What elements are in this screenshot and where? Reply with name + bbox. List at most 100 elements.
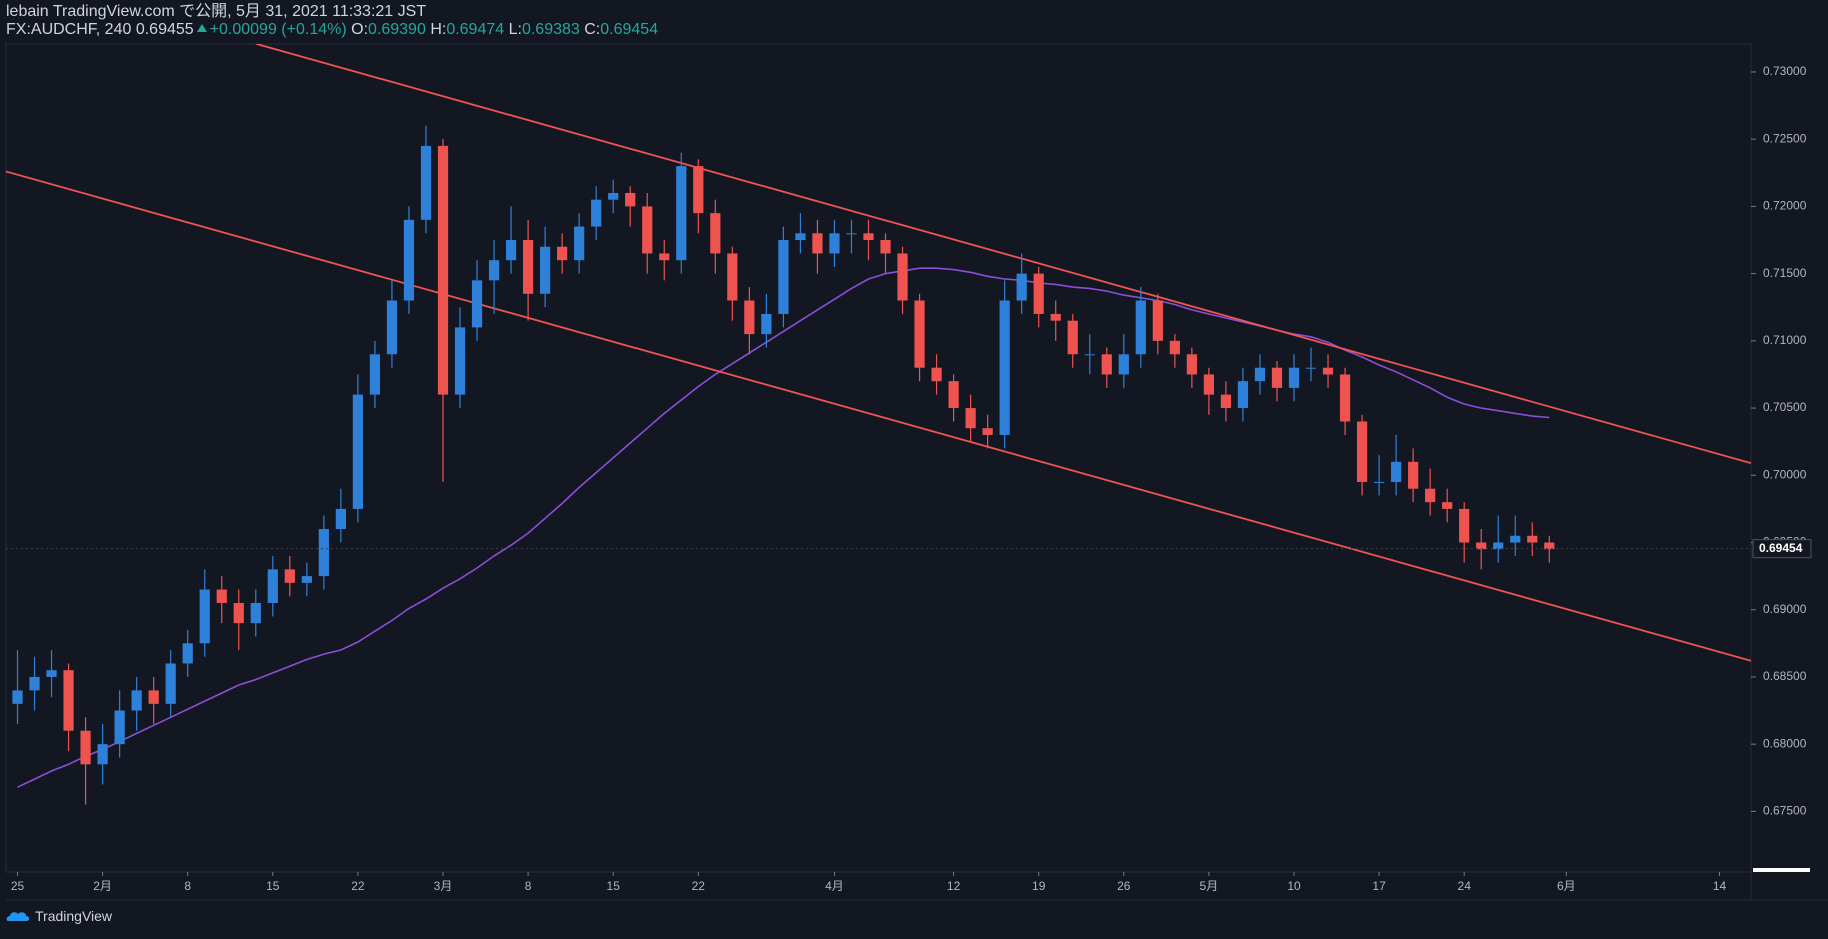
- logo-icon: [6, 912, 30, 921]
- candle-body: [12, 690, 23, 704]
- candle-body: [1288, 367, 1300, 388]
- x-tick-label: 24: [1458, 879, 1472, 893]
- candle-body: [1203, 374, 1215, 395]
- candle-body: [744, 300, 755, 335]
- candle-body: [931, 367, 942, 382]
- candle-body: [488, 260, 500, 281]
- candle-body: [437, 145, 449, 395]
- candle-body: [199, 589, 210, 644]
- candle-body: [1510, 535, 1521, 543]
- footer: TradingView: [6, 908, 112, 924]
- candle-body: [284, 569, 295, 583]
- candle-body: [1237, 381, 1249, 409]
- candle-body: [80, 730, 91, 765]
- candle-body: [795, 233, 806, 241]
- candle-body: [1220, 394, 1232, 409]
- candle-body: [165, 663, 176, 704]
- x-tick-label: 15: [607, 879, 621, 893]
- candle-body: [131, 690, 142, 711]
- x-tick-label: 4月: [825, 879, 844, 893]
- x-tick-label: 10: [1287, 879, 1301, 893]
- candle-body: [1135, 300, 1146, 355]
- candle-body: [1152, 300, 1163, 341]
- candle-body: [1271, 367, 1283, 388]
- ohlc-label: O:: [351, 21, 369, 38]
- candle-body: [642, 206, 653, 254]
- candle-body: [1527, 535, 1538, 543]
- candle-body: [1356, 421, 1368, 482]
- ohlc-value: 0.69383: [521, 21, 580, 38]
- candle-body: [505, 240, 517, 261]
- candle-body: [846, 233, 857, 235]
- candle-body: [608, 192, 619, 200]
- candle-body: [216, 589, 227, 603]
- candle-body: [1169, 340, 1180, 355]
- last-price: 0.69455: [135, 21, 194, 38]
- candle-body: [250, 602, 261, 624]
- candle-body: [114, 710, 125, 745]
- x-tick-label: 15: [266, 879, 280, 893]
- candle-body: [1476, 542, 1487, 550]
- y-tick-label: 0.72500: [1763, 131, 1807, 145]
- up-arrow: [196, 24, 207, 32]
- candle-body: [863, 233, 874, 241]
- ohlc-label: L:: [508, 21, 522, 38]
- x-tick-label: 14: [1713, 879, 1727, 893]
- candle-body: [965, 408, 976, 429]
- x-tick-label: 17: [1372, 879, 1386, 893]
- candle-body: [1459, 508, 1470, 543]
- candle-body: [1254, 367, 1266, 382]
- candle-body: [1016, 273, 1027, 301]
- ohlc-label: H:: [430, 21, 447, 38]
- candle-body: [982, 428, 993, 435]
- y-tick-label: 0.68500: [1763, 669, 1807, 683]
- candle-body: [557, 246, 568, 261]
- candle-body: [46, 670, 57, 677]
- candle-body: [1425, 488, 1436, 503]
- candle-body: [29, 676, 40, 691]
- candle-body: [1493, 542, 1504, 550]
- candle-body: [540, 246, 551, 294]
- y-tick-label: 0.71000: [1763, 333, 1807, 347]
- candle-body: [1408, 461, 1419, 489]
- brand: TradingView: [35, 908, 113, 924]
- candle-body: [914, 300, 925, 368]
- candle-body: [897, 253, 908, 301]
- candle-body: [1322, 367, 1334, 375]
- candle-body: [471, 280, 483, 328]
- candle-body: [420, 145, 432, 220]
- change: +0.00099 (+0.14%): [209, 21, 347, 38]
- candle-body: [97, 744, 108, 765]
- symbol: FX:AUDCHF, 240: [6, 21, 132, 38]
- candle-body: [948, 381, 959, 409]
- candle-body: [829, 233, 840, 254]
- candle-body: [182, 643, 193, 664]
- x-tick-label: 25: [11, 879, 25, 893]
- publisher: lebain TradingView.com で公開, 5月 31, 2021 …: [6, 3, 427, 20]
- y-tick-label: 0.71500: [1763, 266, 1807, 280]
- y-tick-label: 0.68000: [1763, 736, 1807, 750]
- candle-body: [880, 240, 891, 254]
- candle-body: [335, 508, 346, 530]
- x-tick-label: 22: [351, 879, 365, 893]
- x-tick-label: 26: [1117, 879, 1131, 893]
- candle-body: [778, 240, 789, 314]
- publisher-line: lebain TradingView.com で公開, 5月 31, 2021 …: [6, 3, 658, 21]
- x-tick-label: 2月: [93, 879, 112, 893]
- plot-area: [6, 44, 1751, 805]
- y-tick-label: 0.70500: [1763, 400, 1807, 414]
- ohlc-value: 0.69474: [446, 21, 505, 38]
- candle-body: [1033, 273, 1044, 314]
- x-tick-label: 12: [947, 879, 961, 893]
- x-tick-label: 19: [1032, 879, 1046, 893]
- candle-body: [454, 327, 466, 395]
- candle-body: [386, 300, 398, 355]
- candle-body: [267, 569, 278, 603]
- candle-body: [693, 166, 704, 214]
- candle-body: [369, 354, 381, 395]
- plot-frame: [5, 43, 1752, 873]
- candle-body: [1442, 502, 1453, 509]
- x-tick-label: 6月: [1557, 879, 1576, 893]
- symbol-line: FX:AUDCHF, 240 0.69455 +0.00099 (+0.14%) …: [6, 21, 658, 39]
